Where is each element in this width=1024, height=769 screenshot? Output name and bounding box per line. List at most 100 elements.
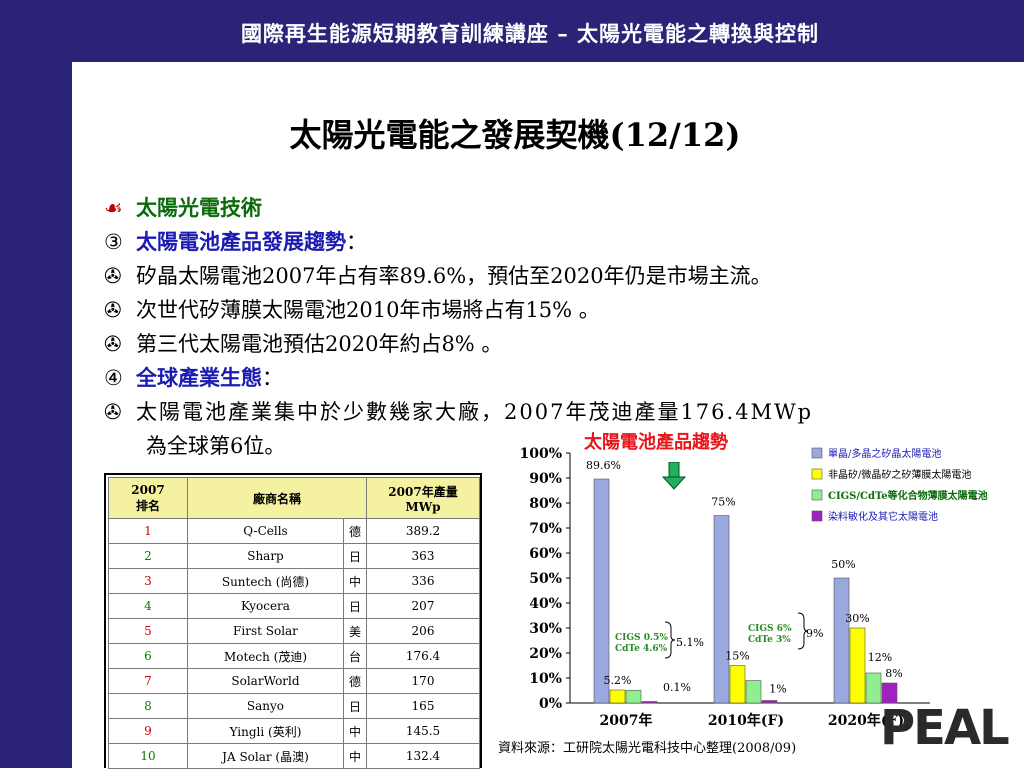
cell-country: 中 [342,718,368,744]
y-tick-label: 20% [529,646,562,662]
cell-country: 美 [342,618,368,644]
cell-output: 207 [366,593,480,619]
legend-label: 染料敏化及其它太陽電池 [828,510,938,523]
legend-swatch [811,489,823,501]
y-tick-label: 100% [519,446,562,462]
header-rank: 2007 排名 [108,477,188,519]
y-tick-label: 30% [529,621,562,637]
cell-rank: 2 [108,543,188,569]
annotation-line: CIGS 6% [748,624,792,634]
cell-rank: 1 [108,518,188,544]
bar-data-label: 1% [769,683,786,696]
cell-output: 145.5 [366,718,480,744]
bar-data-label: 8% [885,667,902,680]
bullet-line-2: ③ 太陽電池產品發展趨勢： [104,229,367,254]
y-tick-label: 90% [529,471,562,487]
table-row: 2 Sharp 日 363 [108,543,480,569]
table-header-row: 2007 排名 廠商名稱 2007年產量 MWp [108,477,480,519]
bar-data-label: 89.6% [586,459,621,472]
cell-company: Suntech (尚德) [187,568,344,594]
bullet-line-8: 為全球第6位。 [146,434,286,458]
header-output: 2007年產量 MWp [366,477,480,519]
bar-3 [865,672,882,704]
bar-2 [729,665,746,704]
bar-data-label: 5.2% [604,674,632,687]
header-bar [0,0,1024,62]
bullet-line-3: ✇ 矽晶太陽電池2007年占有率89.6%，預估至2020年仍是市場主流。 [104,264,772,288]
chart-title: 太陽電池產品趨勢 [584,432,728,453]
annotation-brace [664,621,676,659]
table-row: 3 Suntech (尚德) 中 336 [108,568,480,594]
bar-data-label: 0.1% [663,681,691,694]
table-row: 7 SolarWorld 德 170 [108,668,480,694]
peal-logo: PEAL [880,700,1010,756]
annotation-total: 5.1% [676,636,704,649]
header-title: 國際再生能源短期教育訓練講座 – 太陽光電能之轉換與控制 [240,21,820,46]
y-tick-label: 70% [529,521,562,537]
cell-country: 日 [342,593,368,619]
cell-company: Q-Cells [187,518,344,544]
legend-swatch [811,447,823,459]
cell-company: Sanyo [187,693,344,719]
bar-2 [609,689,626,704]
cell-output: 363 [366,543,480,569]
legend-label: 非晶矽/微晶矽之矽薄膜太陽電池 [828,468,971,481]
bar-4 [761,700,778,704]
cell-company: Motech (茂迪) [187,643,344,669]
bar-data-label: 30% [845,612,869,625]
y-tick-label: 10% [529,671,562,687]
annotation-line: CdTe 3% [748,635,791,645]
bar-3 [745,680,762,704]
cell-rank: 10 [108,743,188,769]
x-tick-label: 2010年(F) [708,712,784,729]
cell-company: JA Solar (晶澳) [187,743,344,769]
flourish-icon: ☙ [104,196,123,220]
cell-country: 德 [342,668,368,694]
cell-output: 206 [366,618,480,644]
bar-1 [713,515,730,704]
bullet-line-7: ✇ 太陽電池產業集中於少數幾家大廠，2007年茂迪產量176.4MWp [104,400,814,424]
cell-company: Sharp [187,543,344,569]
bar-3 [625,689,642,704]
hollow-arrow-icon: ✇ [104,332,122,356]
slide-title: 太陽光電能之發展契機(12/12) [289,116,741,154]
legend-swatch [811,468,823,480]
bar-4 [881,682,898,704]
bar-1 [593,478,610,704]
bullet-line-5: ✇ 第三代太陽電池預估2020年約占8% 。 [104,332,503,356]
cell-rank: 7 [108,668,188,694]
hollow-arrow-icon: ✇ [104,400,124,424]
cell-company: Kyocera [187,593,344,619]
bar-1 [833,577,850,704]
table-row: 4 Kyocera 日 207 [108,593,480,619]
down-arrow-icon [662,462,686,490]
cell-country: 台 [342,643,368,669]
bar-data-label: 15% [725,650,749,663]
cell-rank: 9 [108,718,188,744]
cell-company: First Solar [187,618,344,644]
cell-output: 132.4 [366,743,480,769]
y-tick-label: 60% [529,546,562,562]
bar-data-label: 50% [831,558,855,571]
cell-output: 165 [366,693,480,719]
cell-output: 336 [366,568,480,594]
bullet-line-4: ✇ 次世代矽薄膜太陽電池2010年市場將占有15% 。 [104,298,600,322]
legend-swatch [811,510,823,522]
table-row: 8 Sanyo 日 165 [108,693,480,719]
bar-data-label: 75% [711,496,735,509]
trend-bar-chart: 0% 10% 20% 30% 40% 50% 60% 70% 80% 90% 100% 89.6% 5.… [519,446,987,729]
cell-country: 中 [342,743,368,769]
bar-2 [849,627,866,704]
cell-company: Yingli (英利) [187,718,344,744]
table-row: 9 Yingli (英利) 中 145.5 [108,718,480,744]
x-tick-label: 2007年 [600,712,653,729]
table-row: 6 Motech (茂迪) 台 176.4 [108,643,480,669]
y-tick-label: 0% [539,696,562,712]
hollow-arrow-icon: ✇ [104,264,122,288]
bar-4 [641,701,658,704]
y-tick-label: 80% [529,496,562,512]
cell-rank: 4 [108,593,188,619]
table-row: 10 JA Solar (晶澳) 中 132.4 [108,743,480,769]
bullet-line-6: ④ 全球產業生態： [104,365,283,390]
cell-country: 德 [342,518,368,544]
